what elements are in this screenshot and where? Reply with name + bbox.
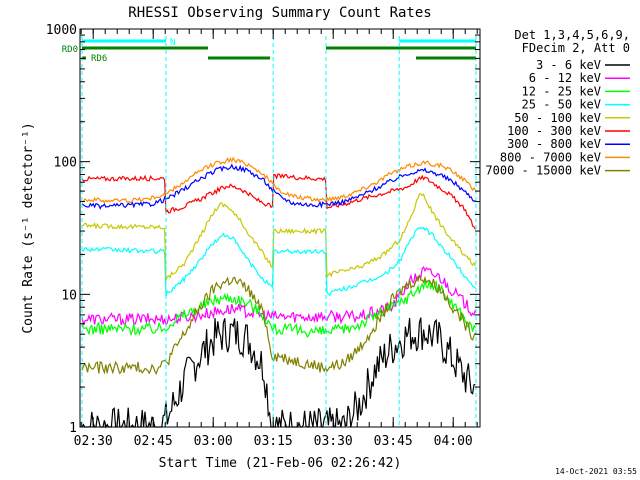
x-tick-label: 04:00 (434, 434, 473, 449)
legend-label-3-6-kev: 3 - 6 keV (536, 58, 601, 72)
legend-label-50-100-kev: 50 - 100 keV (514, 111, 601, 125)
series-100-300-kev (81, 173, 476, 230)
legend: Det 1,3,4,5,6,9,FDecim 2, Att 0 3 - 6 keV… (485, 28, 630, 178)
series-12-25-kev (81, 280, 476, 339)
legend-header-line: FDecim 2, Att 0 (522, 41, 630, 55)
y-tick-label: 1 (69, 421, 77, 436)
series-300-800-kev (81, 163, 476, 210)
x-axis-label: Start Time (21-Feb-06 02:26:42) (159, 456, 402, 471)
legend-label-7000-15000-kev: 7000 - 15000 keV (485, 164, 601, 178)
series-50-100-kev (81, 193, 476, 281)
x-tick-label: 03:30 (314, 434, 353, 449)
chart-title: RHESSI Observing Summary Count Rates (128, 5, 431, 21)
flag-bars: N RD0 RD6 (62, 38, 476, 64)
x-tick-label: 02:45 (134, 434, 173, 449)
x-tick-label: 02:30 (74, 434, 113, 449)
legend-label-800-7000-kev: 800 - 7000 keV (500, 150, 601, 164)
generated-timestamp: 14-Oct-2021 03:55 (555, 467, 637, 476)
flag-bar-n (399, 39, 476, 43)
legend-header-line: Det 1,3,4,5,6,9, (514, 28, 630, 42)
night-boundaries (81, 36, 477, 427)
flag-label-n: N (170, 38, 175, 48)
legend-label-6-12-kev: 6 - 12 keV (529, 71, 601, 85)
plot-frame (79, 28, 481, 428)
legend-label-100-300-kev: 100 - 300 keV (507, 124, 601, 138)
flag-bar-n (82, 39, 166, 43)
flag-bar-rd0 (82, 46, 208, 50)
series-3-6-kev (81, 317, 476, 429)
flag-label-rd0: RD0 (62, 45, 78, 55)
series-6-12-kev (81, 265, 476, 327)
y-tick-label: 100 (54, 156, 77, 171)
x-tick-label: 03:45 (374, 434, 413, 449)
y-tick-label: 1000 (46, 23, 77, 38)
flag-bar-rd6 (208, 56, 270, 60)
legend-label-25-50-kev: 25 - 50 keV (522, 98, 601, 112)
flag-bar-rd0 (326, 46, 476, 50)
x-tick-label: 03:15 (254, 434, 293, 449)
x-tick-label: 03:00 (194, 434, 233, 449)
y-tick-label: 10 (61, 288, 77, 303)
flag-bar-rd6 (416, 56, 476, 60)
y-axis-label: Count Rate (s⁻¹ detector⁻¹) (21, 122, 36, 333)
legend-label-12-25-kev: 12 - 25 keV (522, 84, 601, 98)
series-25-50-kev (81, 226, 476, 297)
flag-label-rd6: RD6 (91, 54, 107, 64)
series-layer (81, 156, 476, 429)
series-800-7000-kev (81, 156, 476, 204)
series-7000-15000-kev (81, 274, 476, 376)
axes: 1 10 100 1000 02:30 02:45 03:00 03:15 03:30 03:45… (46, 23, 480, 449)
legend-label-300-800-kev: 300 - 800 keV (507, 137, 601, 151)
